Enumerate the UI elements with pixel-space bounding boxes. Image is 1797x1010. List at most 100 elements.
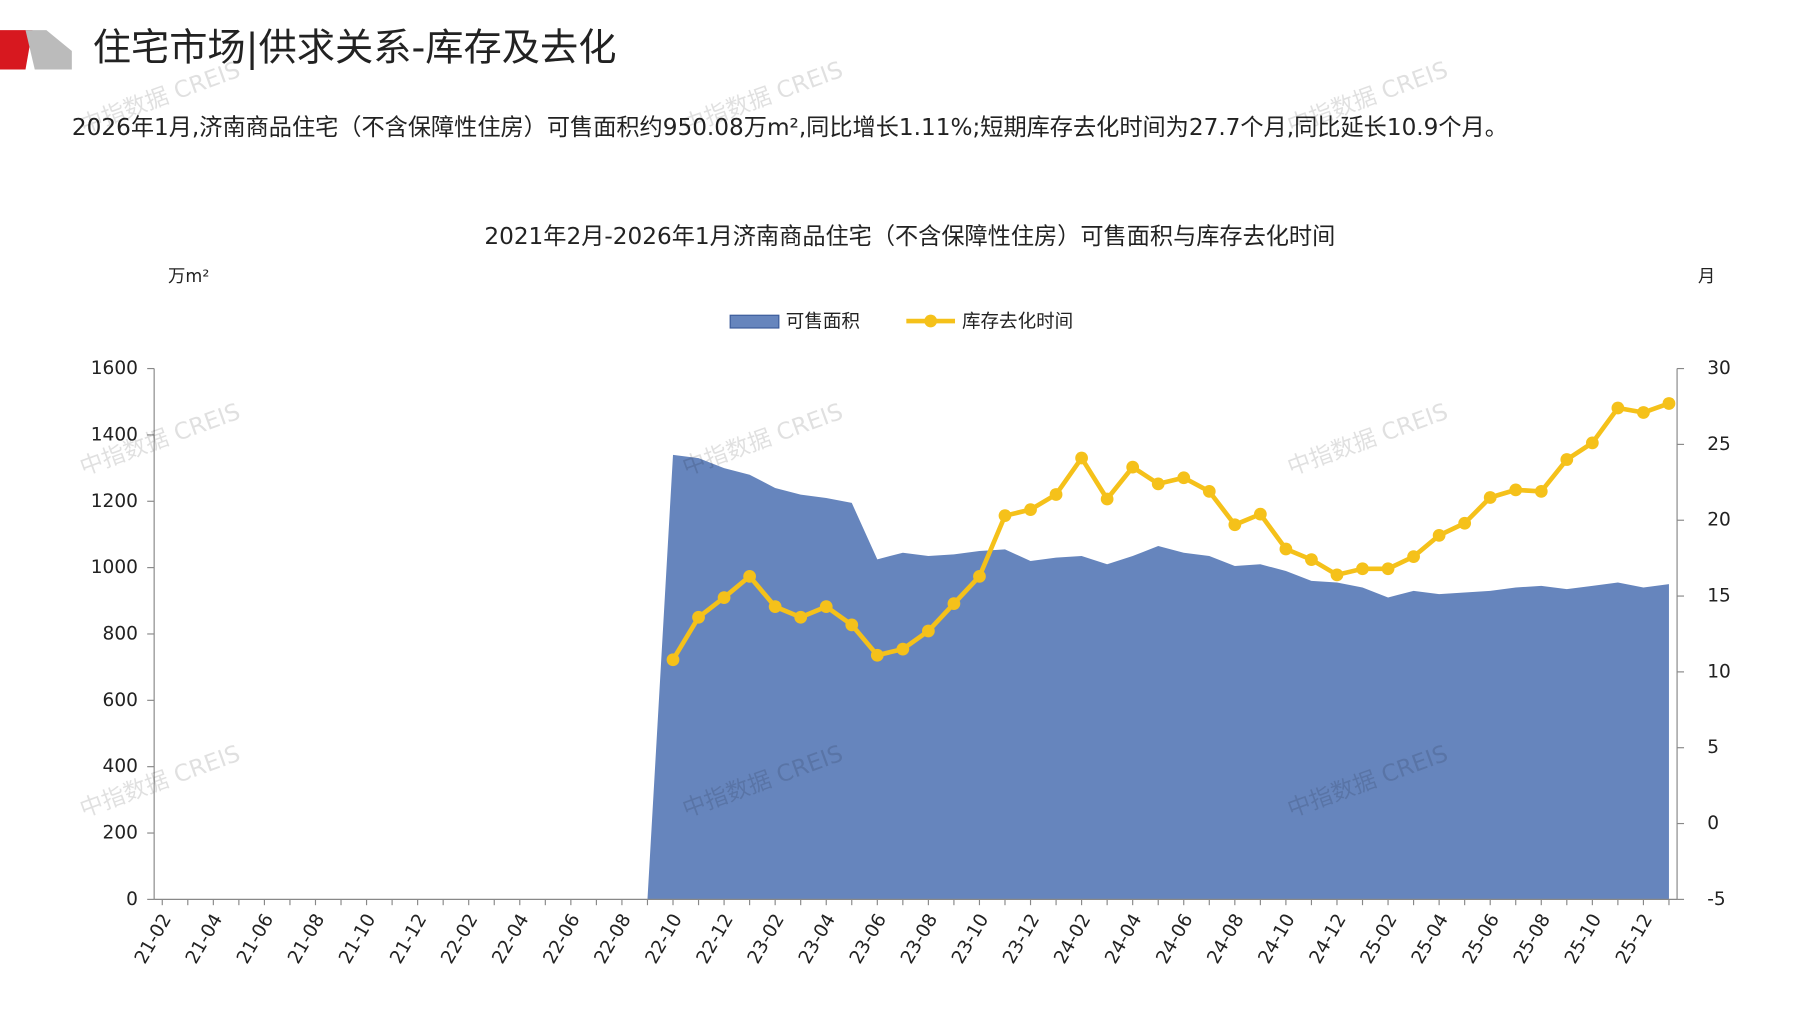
point [717,591,731,604]
x-tick-label: 22-10 [642,910,687,967]
y-tick-label: 1600 [91,358,138,379]
point [1049,488,1063,501]
x-tick-label: 24-06 [1152,910,1197,967]
y2-tick-label: 20 [1707,510,1731,531]
y-tick-label: 600 [103,690,138,711]
y2-tick-label: -5 [1707,889,1725,910]
point [922,624,935,638]
point [1202,485,1216,498]
y2-tick-label: 30 [1707,358,1731,379]
legend-label: 可售面积 [786,312,860,333]
x-tick-label: 23-10 [948,910,993,967]
point [1100,492,1114,506]
point [1509,483,1523,497]
y-tick-label: 1000 [91,557,138,578]
logo-red [0,30,33,70]
y2-axis-label: 月 [1698,267,1715,287]
legend-swatch [729,314,780,329]
summary: 2026年1月,济南商品住宅（不含保障性住房）可售面积约950.08万m²,同比… [72,114,1508,141]
y-axis-label: 万m² [168,267,209,287]
point [1585,436,1599,450]
page-title: 住宅市场|供求关系-库存及去化 [93,26,617,70]
y-tick-label: 400 [103,756,138,777]
x-tick-label: 25-12 [1612,910,1657,967]
point [1177,471,1191,485]
y2-tick-label: 0 [1707,813,1719,834]
point [1356,562,1369,576]
point [998,509,1012,523]
point [1330,568,1344,582]
x-tick-label: 22-02 [437,910,482,967]
x-tick-label: 23-02 [744,910,789,967]
point [692,610,705,624]
y2-tick-label: 10 [1707,661,1731,682]
point [1151,477,1165,491]
x-tick-label: 24-10 [1255,910,1300,967]
y2-tick-label: 5 [1707,737,1719,758]
x-tick-label: 22-08 [591,910,636,967]
logo-gray [25,30,72,70]
watermark: 中指数据 CREIS [76,740,244,823]
y2-tick-label: 15 [1707,586,1731,607]
legend-label: 库存去化时间 [962,312,1073,333]
x-tick-label: 21-12 [386,910,431,967]
x-tick-label: 23-06 [846,910,891,967]
x-tick-label: 25-08 [1510,910,1555,967]
x-tick-label: 21-02 [131,910,176,967]
y-tick-label: 200 [103,823,138,844]
x-tick-label: 25-06 [1459,910,1504,967]
point [1279,542,1293,556]
point [973,569,986,583]
line [671,401,1670,661]
x-tick-label: 25-02 [1357,910,1402,967]
x-tick-label: 21-04 [182,910,227,967]
x-tick-label: 24-04 [1101,910,1146,967]
point [666,653,680,667]
legend-marker [924,314,938,328]
point [870,648,884,662]
point [1483,491,1497,504]
chart-title: 2021年2月-2026年1月济南商品住宅（不含保障性住房）可售面积与库存去化时… [484,223,1335,250]
point [1228,518,1242,532]
x-tick-label: 21-08 [284,910,329,967]
x-tick-label: 22-12 [693,910,738,967]
point [1560,453,1574,466]
x-tick-label: 25-04 [1408,910,1453,967]
point [1407,550,1420,563]
y-tick-label: 1400 [91,424,138,445]
x-tick-label: 24-08 [1203,910,1248,967]
point [1662,397,1676,410]
point [1637,406,1650,419]
point [1611,401,1625,415]
y-tick-label: 0 [126,889,138,910]
x-tick-label: 21-06 [233,910,278,967]
x-tick-label: 22-04 [488,910,533,967]
point [896,642,910,656]
x-tick-label: 21-10 [335,910,380,967]
point [819,600,833,614]
x-tick-label: 22-06 [539,910,584,967]
x-tick-label: 23-04 [795,910,840,967]
area [162,454,1669,900]
x-tick-label: 23-08 [897,910,942,967]
y-tick-label: 1200 [91,491,138,512]
x-tick-label: 24-12 [1306,910,1351,967]
y-tick-label: 800 [103,623,138,644]
point [1458,516,1472,530]
point [1253,507,1267,521]
point [1534,485,1548,498]
point [1432,529,1446,542]
point [1024,503,1037,516]
point [743,569,756,583]
point [1126,460,1140,474]
point [794,610,808,624]
point [768,600,782,614]
y2-tick-label: 25 [1707,434,1731,455]
point [947,597,961,611]
point [1305,553,1318,567]
point [1075,451,1088,465]
watermark: 中指数据 CREIS [679,398,847,481]
x-tick-label: 24-02 [1050,910,1095,967]
x-tick-label: 23-12 [999,910,1044,967]
